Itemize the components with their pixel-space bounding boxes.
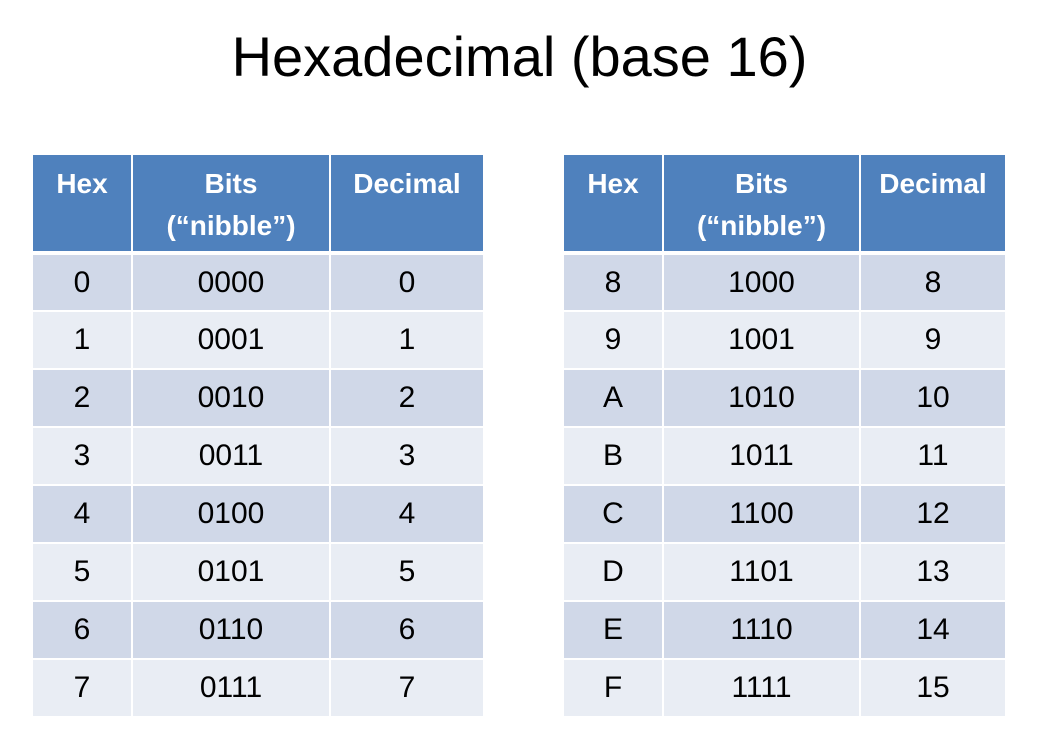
- table-row: 7 0111 7: [33, 659, 483, 718]
- hex-cell: 5: [33, 543, 133, 602]
- decimal-cell: 11: [860, 427, 1005, 486]
- bits-cell: 1101: [663, 543, 861, 602]
- header-hex: Hex: [33, 155, 133, 255]
- table-row: C 1100 12: [564, 485, 1005, 544]
- bits-cell: 0010: [132, 369, 331, 428]
- bits-cell: 0101: [132, 543, 331, 602]
- bits-cell: 1001: [663, 311, 861, 370]
- decimal-cell: 3: [330, 427, 483, 486]
- table-row: 3 0011 3: [33, 427, 483, 486]
- bits-cell: 0111: [132, 659, 331, 718]
- decimal-cell: 8: [860, 253, 1005, 312]
- header-bits: Bits (“nibble”): [132, 155, 331, 255]
- hex-table-right: Hex Bits (“nibble”) Decimal 8 1000 8 9 1…: [564, 155, 1005, 718]
- hex-cell: 0: [33, 253, 133, 312]
- hex-cell: 6: [33, 601, 133, 660]
- header-bits-sublabel: (“nibble”): [696, 210, 827, 241]
- decimal-cell: 0: [330, 253, 483, 312]
- header-row: Hex Bits (“nibble”) Decimal: [564, 155, 1005, 255]
- table-row: 1 0001 1: [33, 311, 483, 370]
- bits-cell: 1011: [663, 427, 861, 486]
- hex-table-left: Hex Bits (“nibble”) Decimal 0 0000 0 1 0…: [33, 155, 483, 718]
- decimal-cell: 14: [860, 601, 1005, 660]
- hex-cell: A: [564, 369, 664, 428]
- table-row: 0 0000 0: [33, 253, 483, 312]
- table-row: F 1111 15: [564, 659, 1005, 718]
- header-decimal: Decimal: [330, 155, 483, 255]
- table-row: 4 0100 4: [33, 485, 483, 544]
- decimal-cell: 2: [330, 369, 483, 428]
- bits-cell: 0001: [132, 311, 331, 370]
- decimal-cell: 7: [330, 659, 483, 718]
- bits-cell: 0011: [132, 427, 331, 486]
- decimal-cell: 13: [860, 543, 1005, 602]
- decimal-cell: 9: [860, 311, 1005, 370]
- header-hex: Hex: [564, 155, 664, 255]
- hex-cell: 4: [33, 485, 133, 544]
- hex-cell: B: [564, 427, 664, 486]
- decimal-cell: 5: [330, 543, 483, 602]
- bits-cell: 1111: [663, 659, 861, 718]
- header-bits-sublabel: (“nibble”): [166, 210, 296, 241]
- header-bits: Bits (“nibble”): [663, 155, 861, 255]
- table-row: 6 0110 6: [33, 601, 483, 660]
- hex-cell: E: [564, 601, 664, 660]
- table-row: D 1101 13: [564, 543, 1005, 602]
- decimal-cell: 10: [860, 369, 1005, 428]
- page-title: Hexadecimal (base 16): [231, 25, 808, 88]
- header-bits-label: Bits: [204, 168, 258, 199]
- table-row: E 1110 14: [564, 601, 1005, 660]
- bits-cell: 1110: [663, 601, 861, 660]
- hex-cell: 7: [33, 659, 133, 718]
- bits-cell: 0110: [132, 601, 331, 660]
- table-row: A 1010 10: [564, 369, 1005, 428]
- bits-cell: 0000: [132, 253, 331, 312]
- table-row: B 1011 11: [564, 427, 1005, 486]
- decimal-cell: 6: [330, 601, 483, 660]
- table-row: 8 1000 8: [564, 253, 1005, 312]
- bits-cell: 1000: [663, 253, 861, 312]
- decimal-cell: 15: [860, 659, 1005, 718]
- hex-cell: D: [564, 543, 664, 602]
- table-row: 5 0101 5: [33, 543, 483, 602]
- hex-cell: F: [564, 659, 664, 718]
- bits-cell: 1010: [663, 369, 861, 428]
- table-row: 9 1001 9: [564, 311, 1005, 370]
- bits-cell: 0100: [132, 485, 331, 544]
- hex-cell: 3: [33, 427, 133, 486]
- hex-cell: 9: [564, 311, 664, 370]
- bits-cell: 1100: [663, 485, 861, 544]
- hex-cell: 2: [33, 369, 133, 428]
- hex-cell: 1: [33, 311, 133, 370]
- header-row: Hex Bits (“nibble”) Decimal: [33, 155, 483, 255]
- table-row: 2 0010 2: [33, 369, 483, 428]
- header-decimal: Decimal: [860, 155, 1005, 255]
- decimal-cell: 4: [330, 485, 483, 544]
- hex-cell: 8: [564, 253, 664, 312]
- hex-cell: C: [564, 485, 664, 544]
- decimal-cell: 12: [860, 485, 1005, 544]
- decimal-cell: 1: [330, 311, 483, 370]
- header-bits-label: Bits: [735, 168, 788, 199]
